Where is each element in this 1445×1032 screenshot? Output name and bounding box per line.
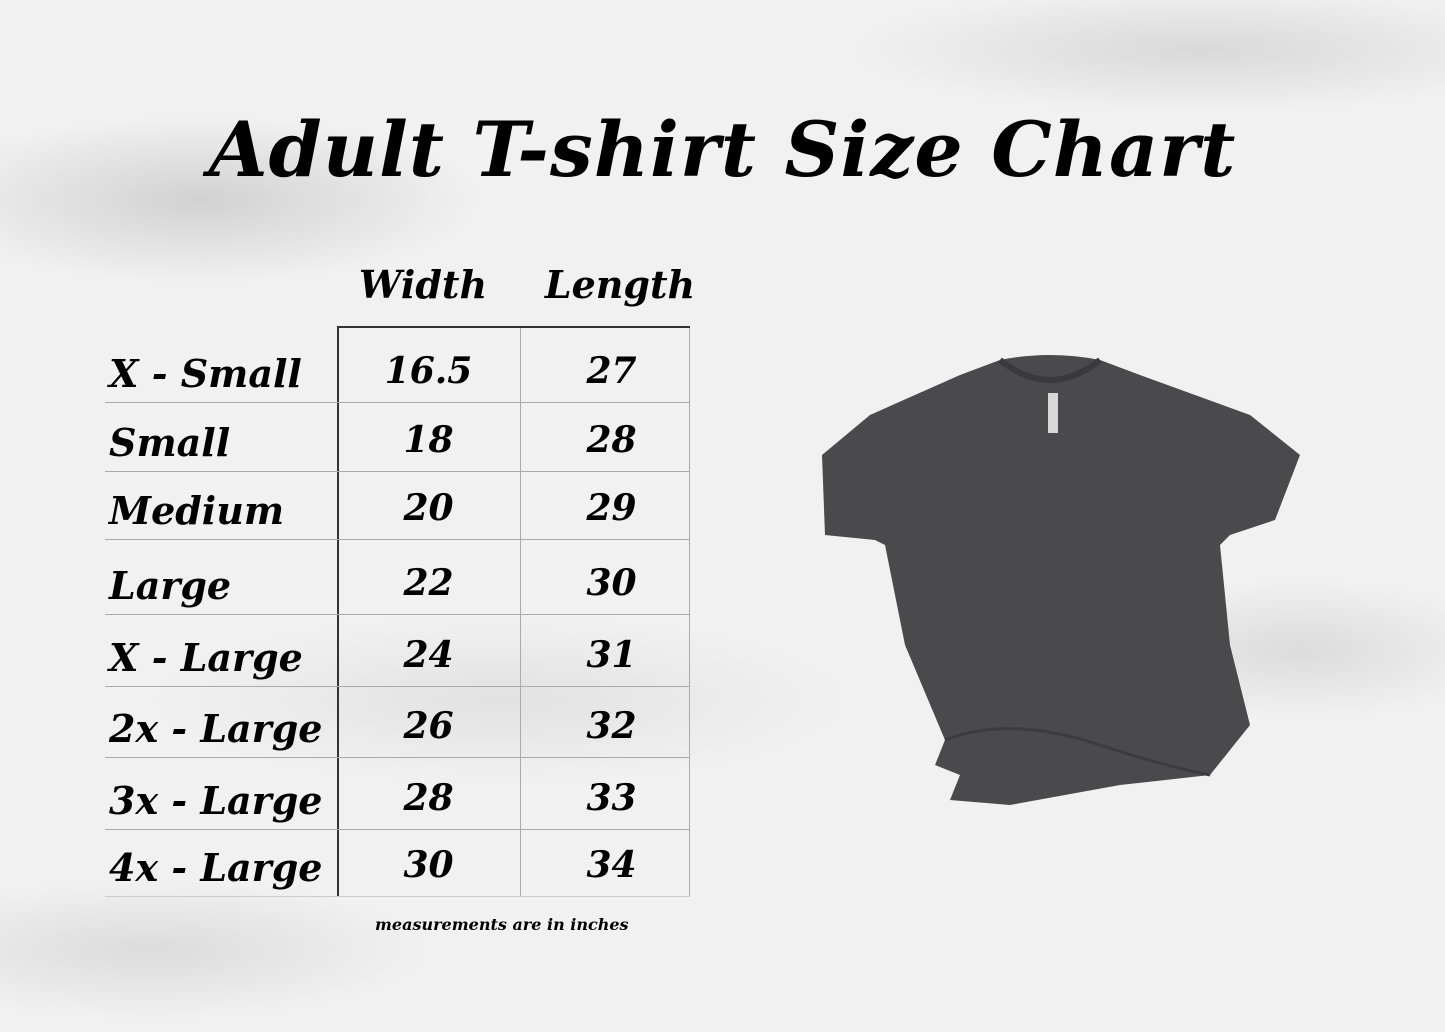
length-value: 34 <box>586 844 637 886</box>
table-row: 3x - Large 28 33 <box>105 758 690 830</box>
width-value: 22 <box>403 562 454 604</box>
width-value: 30 <box>403 844 454 886</box>
units-note: measurements are in inches <box>375 915 629 934</box>
table-row: X - Large 24 31 <box>105 615 690 687</box>
table-right-border <box>689 326 690 897</box>
table-row: Large 22 30 <box>105 540 690 615</box>
column-header-width: Width <box>358 262 488 307</box>
table-row: 2x - Large 26 32 <box>105 687 690 758</box>
table-row: X - Small 16.5 27 <box>105 326 690 403</box>
size-label: Large <box>109 563 232 608</box>
width-value: 28 <box>403 777 454 819</box>
table-row: Small 18 28 <box>105 403 690 472</box>
table-row: 4x - Large 30 34 <box>105 830 690 897</box>
length-value: 27 <box>586 350 637 392</box>
length-value: 28 <box>586 419 637 461</box>
column-header-length: Length <box>544 262 696 307</box>
size-label: 3x - Large <box>109 778 323 823</box>
size-label: X - Large <box>109 635 303 680</box>
size-label: X - Small <box>109 351 302 396</box>
length-value: 30 <box>586 562 637 604</box>
tshirt-image <box>822 355 1300 805</box>
chart-title: Adult T-shirt Size Chart <box>208 105 1237 194</box>
tshirt-tag <box>1048 393 1058 433</box>
column-divider <box>520 326 521 897</box>
width-value: 20 <box>403 487 454 529</box>
length-value: 31 <box>586 634 637 676</box>
width-value: 16.5 <box>384 350 473 392</box>
size-label: Small <box>109 420 231 465</box>
table-row: Medium 20 29 <box>105 472 690 540</box>
tshirt-body <box>822 355 1300 805</box>
width-value: 26 <box>403 705 454 747</box>
table-left-border <box>337 326 339 897</box>
table-top-border <box>337 326 690 328</box>
size-label: Medium <box>109 488 285 533</box>
length-value: 29 <box>586 487 637 529</box>
length-value: 33 <box>586 777 637 819</box>
size-label: 2x - Large <box>109 706 323 751</box>
length-value: 32 <box>586 705 637 747</box>
width-value: 18 <box>403 419 454 461</box>
width-value: 24 <box>403 634 454 676</box>
size-label: 4x - Large <box>109 845 323 890</box>
